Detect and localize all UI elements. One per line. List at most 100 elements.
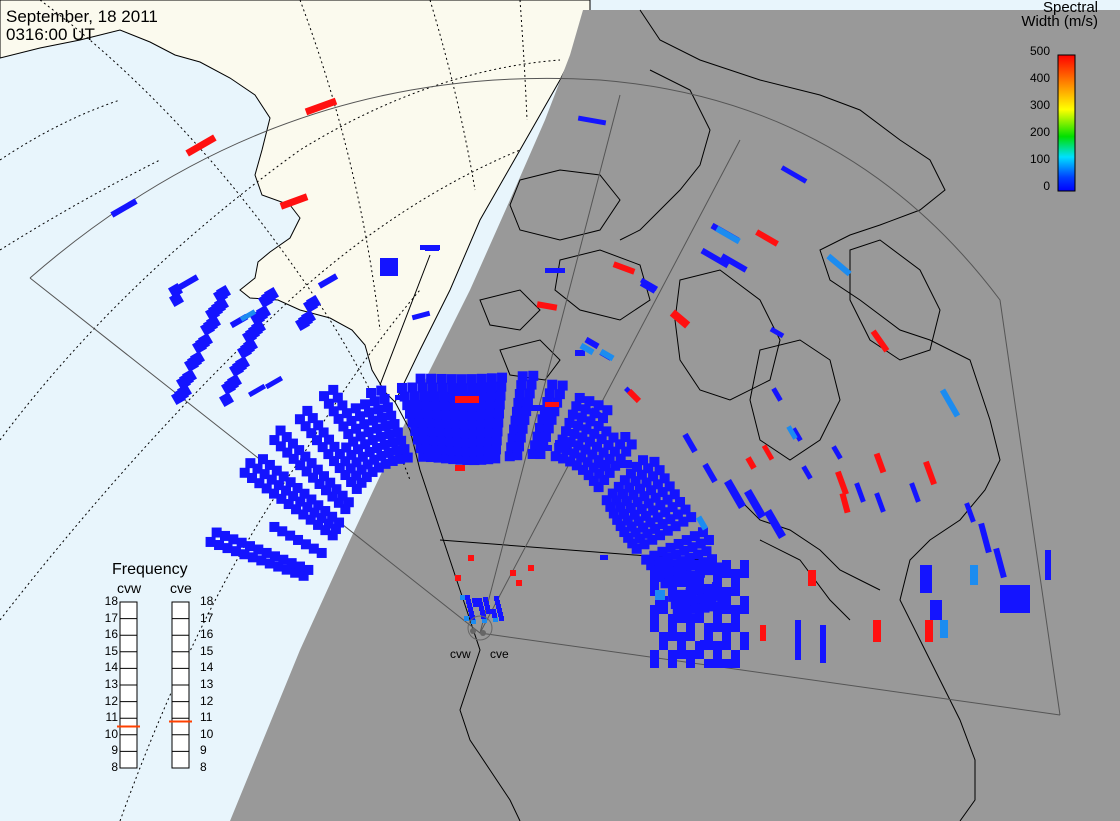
radar-cell bbox=[610, 460, 621, 471]
radar-cell bbox=[655, 500, 666, 511]
radar-cell bbox=[540, 445, 552, 451]
radar-cell bbox=[469, 446, 480, 457]
radar-cell bbox=[668, 587, 677, 596]
radar-cell bbox=[530, 440, 541, 451]
radar-cell bbox=[722, 641, 731, 650]
colorbar-title-line1: Spectral bbox=[1042, 0, 1098, 16]
radar-cell bbox=[290, 567, 301, 578]
freq-tick-right: 16 bbox=[200, 627, 214, 642]
radar-cell bbox=[669, 489, 680, 500]
radar-cell bbox=[565, 437, 576, 448]
radar-cell bbox=[740, 605, 749, 614]
radar-cell bbox=[571, 460, 582, 471]
radar-cell bbox=[686, 570, 697, 581]
radar-cell bbox=[574, 392, 585, 403]
radar-cell bbox=[697, 527, 708, 538]
radar-cell bbox=[303, 564, 314, 575]
radar-cell bbox=[495, 390, 506, 401]
radar-cell bbox=[461, 446, 472, 457]
radar-cell bbox=[831, 445, 843, 460]
radar-cell bbox=[679, 545, 690, 556]
radar-cell bbox=[700, 640, 710, 650]
radar-cell bbox=[620, 460, 632, 468]
radar-cell bbox=[664, 569, 675, 580]
radar-cell bbox=[245, 458, 256, 469]
radar-cell bbox=[795, 620, 801, 660]
radar-cell bbox=[576, 452, 587, 463]
radar-cell bbox=[584, 396, 595, 407]
radar-cell bbox=[468, 428, 479, 439]
radar-cell bbox=[724, 479, 746, 509]
radar-cell bbox=[704, 632, 713, 641]
radar-cell bbox=[264, 558, 275, 569]
radar-cell bbox=[283, 499, 294, 510]
radar-cell bbox=[363, 427, 374, 438]
radar-cell bbox=[340, 470, 351, 481]
radar-cell bbox=[649, 550, 660, 561]
freq-tick-left: 17 bbox=[104, 610, 118, 625]
radar-cell bbox=[854, 482, 866, 503]
radar-cell bbox=[343, 497, 354, 508]
freq-tick-right: 18 bbox=[200, 594, 214, 608]
radar-cell bbox=[298, 570, 309, 581]
radar-cell bbox=[540, 431, 551, 442]
radar-cell bbox=[446, 445, 457, 456]
radar-cell bbox=[544, 388, 555, 399]
radar-cell bbox=[421, 434, 432, 445]
radar-cell bbox=[645, 517, 656, 528]
freq-tick-right: 15 bbox=[200, 643, 214, 658]
radar-cell bbox=[466, 374, 477, 385]
radar-cell bbox=[492, 426, 503, 437]
radar-cell bbox=[355, 431, 366, 442]
coastlines bbox=[394, 9, 1001, 821]
radar-cell bbox=[380, 458, 391, 469]
radar-cell bbox=[925, 620, 933, 642]
radar-cell bbox=[755, 229, 779, 247]
radar-cell bbox=[376, 412, 387, 423]
radar-cell bbox=[686, 512, 697, 523]
radar-cell bbox=[731, 650, 740, 659]
radar-cell bbox=[309, 507, 320, 518]
radar-cell bbox=[839, 492, 851, 514]
radar-cell bbox=[411, 310, 431, 321]
radar-cell bbox=[308, 472, 319, 483]
radar-cell bbox=[484, 601, 489, 606]
radar-cell bbox=[436, 373, 447, 384]
radar-cell bbox=[700, 247, 730, 269]
radar-cell bbox=[300, 451, 311, 462]
radar-cell bbox=[615, 521, 626, 532]
radar-cell bbox=[282, 447, 293, 458]
freq-tick-right: 11 bbox=[200, 710, 213, 725]
radar-cell bbox=[617, 489, 628, 500]
radar-cell bbox=[607, 488, 618, 499]
radar-cell bbox=[313, 420, 324, 431]
radar-cell bbox=[761, 444, 775, 461]
radar-cell bbox=[419, 391, 430, 402]
radar-cell bbox=[425, 245, 439, 251]
radar-cell bbox=[367, 415, 378, 426]
radar-cell bbox=[351, 483, 362, 494]
radar-cell bbox=[239, 467, 250, 478]
radar-cell bbox=[110, 198, 138, 218]
radar-cell bbox=[425, 417, 436, 428]
radar-cell bbox=[295, 460, 306, 471]
radar-cell bbox=[484, 418, 495, 429]
radar-cell bbox=[364, 407, 375, 418]
radar-cell bbox=[511, 406, 522, 417]
radar-cell bbox=[263, 286, 280, 303]
radar-cell bbox=[578, 464, 589, 475]
radar-cell bbox=[583, 470, 594, 481]
radar-cell bbox=[473, 602, 478, 607]
radar-cell bbox=[667, 559, 678, 570]
radar-cell bbox=[316, 513, 327, 524]
radar-cell bbox=[382, 402, 393, 413]
radar-cell bbox=[476, 445, 487, 456]
radar-cell bbox=[629, 509, 640, 520]
radar-cell bbox=[434, 417, 445, 428]
radar-cell bbox=[234, 355, 251, 372]
radar-cell bbox=[468, 607, 473, 612]
radar-cell bbox=[693, 549, 704, 560]
radar-cell bbox=[493, 617, 498, 622]
radar-cell bbox=[615, 439, 626, 450]
radar-cell bbox=[287, 438, 298, 449]
